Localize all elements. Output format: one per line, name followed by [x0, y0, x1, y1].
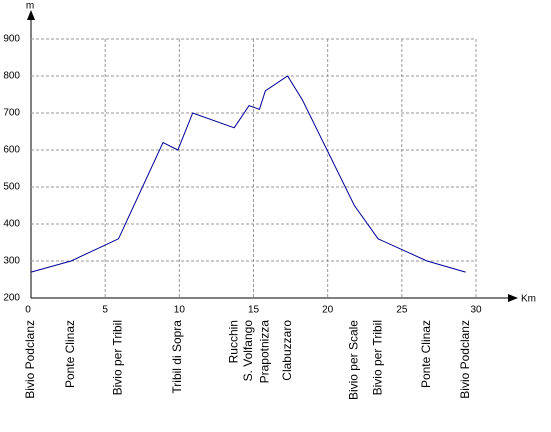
- x-axis-label: Km: [521, 294, 536, 305]
- place-label: Rucchin: [226, 320, 240, 363]
- place-label: Bivio per Tribil: [370, 320, 384, 395]
- place-label: S. Volfango: [241, 320, 255, 382]
- y-tick-label: 900: [3, 34, 20, 45]
- elevation-line: [30, 75, 466, 273]
- x-tick-label: 0: [25, 305, 31, 316]
- x-tick-label: 10: [174, 305, 186, 316]
- place-label: Bivio Podclanz: [458, 320, 472, 399]
- y-tick-label: 800: [3, 71, 20, 82]
- place-label: Ponte Clinaz: [63, 320, 77, 388]
- x-tick-label: 15: [248, 305, 260, 316]
- place-label: Bivio Podclanz: [23, 320, 37, 399]
- x-tick-label: 25: [396, 305, 408, 316]
- x-tick-label: 20: [322, 305, 334, 316]
- y-tick-label: 200: [3, 293, 20, 304]
- y-axis-label: m: [26, 1, 34, 12]
- x-tick-label: 5: [102, 305, 108, 316]
- place-label: Clabuzzaro: [280, 320, 294, 381]
- x-axis-arrow: [508, 294, 518, 302]
- y-tick-label: 400: [3, 219, 20, 230]
- place-label: Tribil di Sopra: [170, 320, 184, 394]
- y-axis-arrow: [27, 10, 35, 20]
- x-tick-label: 30: [470, 305, 482, 316]
- y-tick-label: 300: [3, 256, 20, 267]
- place-label: Bivio per Scale: [347, 320, 361, 400]
- y-tick-label: 500: [3, 182, 20, 193]
- y-tick-label: 600: [3, 145, 20, 156]
- place-label: Prapotnizza: [258, 320, 272, 384]
- place-label: Ponte Clinaz: [419, 320, 433, 388]
- y-tick-label: 700: [3, 108, 20, 119]
- place-label: Bivio per Tribil: [111, 320, 125, 395]
